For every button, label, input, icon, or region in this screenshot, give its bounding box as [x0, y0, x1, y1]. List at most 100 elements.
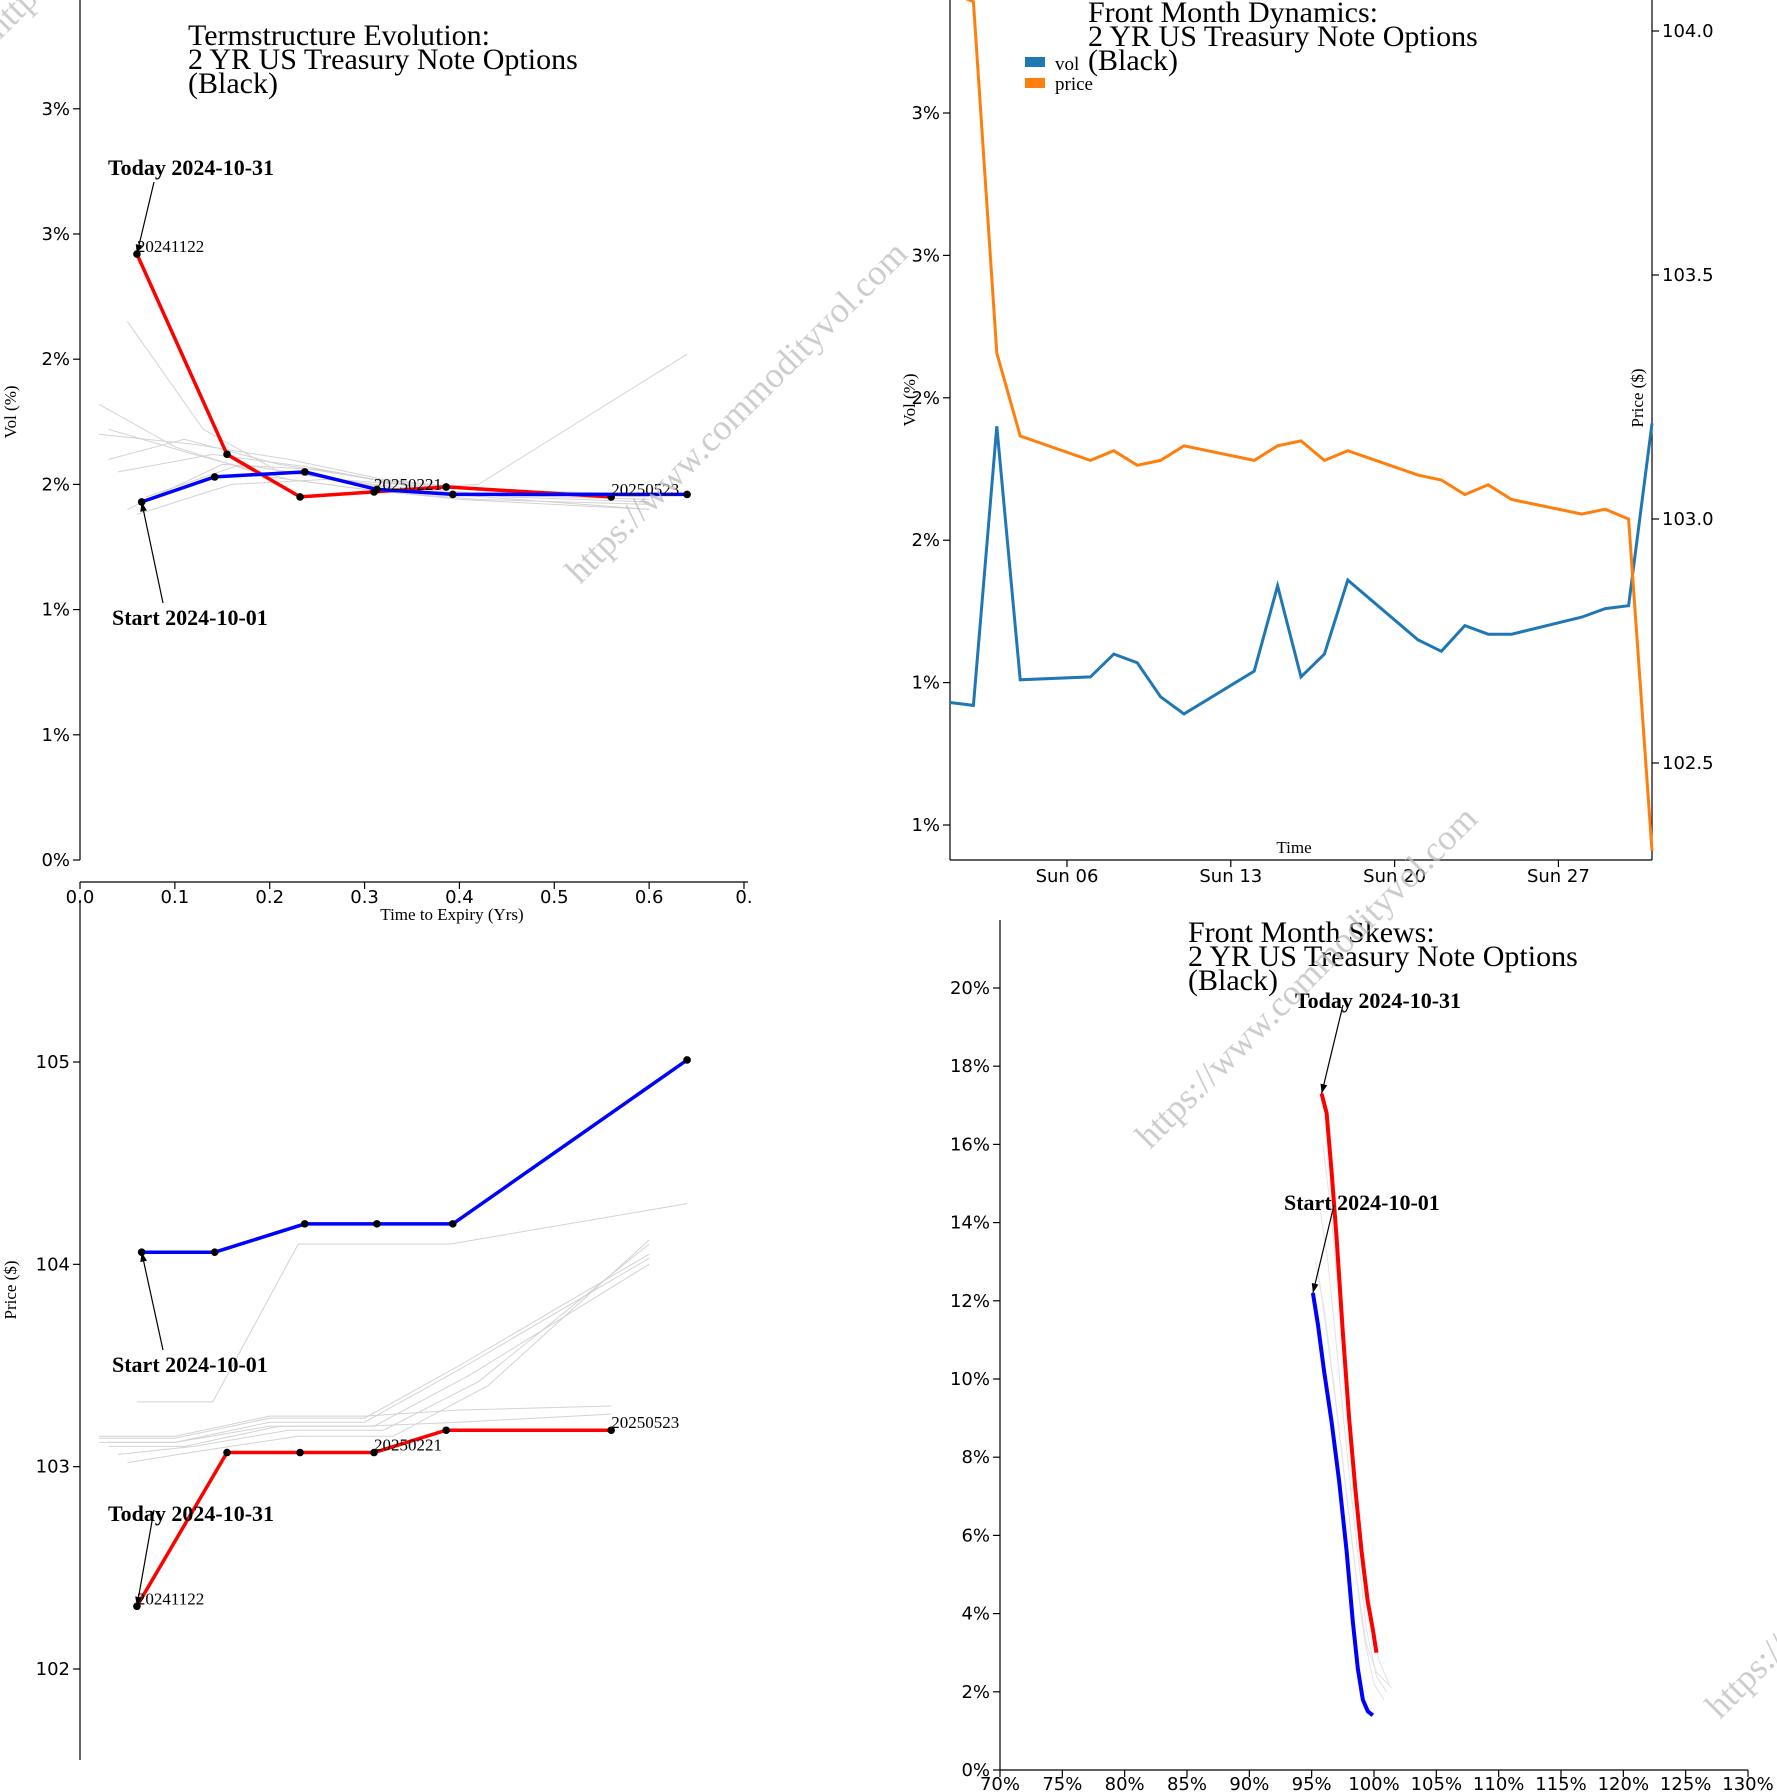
- p1-xtick-label: 0.6: [635, 887, 664, 908]
- p1-ytick-label: 0%: [41, 850, 70, 871]
- p3-today-annotation-arrow: [136, 1509, 155, 1607]
- p1-xtick-label: 0.2: [255, 887, 284, 908]
- p4-start-annotation-arrowhead: [1311, 1283, 1319, 1293]
- p1-history-line: [108, 428, 650, 505]
- p2-title-line-2: 2 YR US Treasury Note Options: [1088, 20, 1478, 53]
- p1-xtick-label: 0.3: [350, 887, 379, 908]
- front-month-skews-chart: 0% 2% 4% 6% 8% 10% 12% 14% 16% 18% 20% 70% 75% 80% 85…: [950, 916, 1774, 1792]
- p3-data-point: [442, 1426, 450, 1435]
- p2-y2tick-label: 104.0: [1662, 21, 1714, 42]
- p2-y2tick-label: 103.0: [1662, 509, 1714, 530]
- p3-annotation-start: Start 2024-10-01: [112, 1352, 268, 1377]
- p3-ytick-label: 102: [36, 1659, 70, 1680]
- p3-data-point: [223, 1448, 231, 1457]
- p4-annotation-today: Today 2024-10-31: [1295, 988, 1461, 1013]
- p2-y2tick-label: 102.5: [1662, 753, 1714, 774]
- p3-history-line: [117, 1243, 650, 1455]
- p3-data-point: [301, 1220, 309, 1228]
- p1-ytick-label: 1%: [41, 725, 70, 746]
- p1-data-point: [442, 483, 450, 491]
- p2-series-vol-line: [949, 423, 1654, 716]
- p4-xtick-label: 100%: [1348, 1774, 1399, 1792]
- p3-today-annotation-arrowhead: [135, 1596, 142, 1607]
- p1-expiry-label: 20241122: [137, 237, 204, 256]
- p2-ytick-label: 1%: [911, 815, 940, 836]
- p1-ytick-label: 1%: [41, 600, 70, 621]
- p1-start-annotation-arrow: [141, 501, 164, 604]
- p3-history-line: [136, 1203, 688, 1403]
- legend-swatch-vol: [1025, 57, 1045, 67]
- p1-x-axis-label: Time to Expiry (Yrs): [380, 905, 523, 924]
- p3-start-annotation-arrow: [141, 1252, 164, 1351]
- p1-y-axis-label: Vol (%): [1, 385, 20, 438]
- p2-ytick-label: 1%: [911, 673, 940, 694]
- p2-xtick-label: Sun 13: [1199, 866, 1262, 887]
- p1-ytick-label: 2%: [41, 349, 70, 370]
- p3-ytick-label: 105: [36, 1052, 70, 1073]
- p2-title-line-1: Front Month Dynamics:: [1088, 0, 1378, 29]
- p1-history-line: [127, 463, 650, 510]
- p3-data-point: [607, 1426, 615, 1435]
- p4-ytick-label: 20%: [950, 978, 990, 999]
- p1-expiry-label: 20250523: [611, 480, 679, 499]
- p1-expiry-label: 20250221: [374, 475, 442, 494]
- p2-ytick-label: 3%: [911, 103, 940, 124]
- p2-y2tick-label: 103.5: [1662, 265, 1714, 286]
- p4-xtick-label: 115%: [1535, 1774, 1586, 1792]
- termstructure-price-chart: 102 103 104 105 20241122 20250221 20250523 Pr…: [1, 900, 691, 1760]
- p1-data-point: [223, 450, 231, 459]
- p2-series-price-line: [965, 0, 1654, 851]
- p3-data-point: [683, 1056, 691, 1064]
- p4-start-annotation-arrow: [1312, 1204, 1335, 1294]
- front-month-dynamics-chart: 1% 1% 2% 2% 3% 3% 102.5 103.0 103.5 104.0 Sun 06…: [900, 0, 1714, 887]
- p1-data-point: [210, 473, 219, 481]
- p3-expiry-label: 20250221: [374, 1436, 442, 1455]
- watermark-1: https://www.commodityvol.com: [557, 233, 915, 591]
- p1-annotation-today: Today 2024-10-31: [108, 155, 274, 180]
- p4-xtick-label: 85%: [1167, 1774, 1207, 1792]
- p4-series-line: [1319, 1093, 1379, 1654]
- p4-xtick-label: 105%: [1411, 1774, 1462, 1792]
- p4-ytick-label: 12%: [950, 1291, 990, 1312]
- p3-start-annotation-arrowhead: [140, 1252, 148, 1263]
- p3-data-point: [210, 1248, 219, 1256]
- p1-ytick-label: 2%: [41, 474, 70, 495]
- p3-history-line: [99, 1257, 650, 1443]
- p3-expiry-label: 20241122: [137, 1589, 204, 1608]
- p1-data-point: [373, 485, 381, 494]
- p4-ytick-label: 6%: [961, 1525, 990, 1546]
- p2-y-axis-label: Vol (%): [900, 373, 919, 426]
- p4-annotation-start: Start 2024-10-01: [1284, 1190, 1440, 1215]
- p1-start-annotation-arrowhead: [140, 501, 147, 512]
- p3-expiry-label: 20250523: [611, 1413, 679, 1432]
- p2-legend: vol price: [1025, 54, 1093, 95]
- p3-history-line: [127, 1239, 650, 1464]
- p3-series-line: [141, 1058, 689, 1254]
- p4-series-line: [1310, 1292, 1375, 1717]
- p3-data-point: [370, 1448, 378, 1457]
- p1-xtick-label: 0.1: [161, 887, 190, 908]
- legend-label-price: price: [1055, 74, 1093, 95]
- p4-today-annotation-arrowhead: [1320, 1083, 1328, 1094]
- p1-title-line-1: Termstructure Evolution:: [188, 19, 490, 52]
- p4-xtick-label: 70%: [980, 1774, 1020, 1792]
- p1-data-point: [683, 490, 691, 499]
- p1-data-point: [301, 468, 309, 476]
- watermark-3: https://www.commodityvol.com: [1697, 1368, 1777, 1726]
- p4-history-line: [1322, 1144, 1390, 1685]
- p4-xtick-label: 120%: [1598, 1774, 1649, 1792]
- p4-ytick-label: 14%: [950, 1213, 990, 1234]
- p4-history-line: [1317, 1269, 1392, 1689]
- p2-xtick-label: Sun 20: [1363, 866, 1426, 887]
- p1-annotation-start: Start 2024-10-01: [112, 605, 268, 630]
- p1-ytick-label: 3%: [41, 99, 70, 120]
- p1-today-annotation-arrowhead: [135, 244, 143, 255]
- p1-ytick-label: 3%: [41, 224, 70, 245]
- p1-title-line-3: (Black): [188, 67, 278, 100]
- p4-xtick-label: 95%: [1292, 1774, 1332, 1792]
- p4-xtick-label: 110%: [1473, 1774, 1524, 1792]
- p1-title-line-2: 2 YR US Treasury Note Options: [188, 43, 578, 76]
- p4-today-annotation-arrow: [1321, 1004, 1344, 1094]
- p1-xtick-label: 0.4: [445, 887, 474, 908]
- p2-xtick-label: Sun 27: [1527, 866, 1590, 887]
